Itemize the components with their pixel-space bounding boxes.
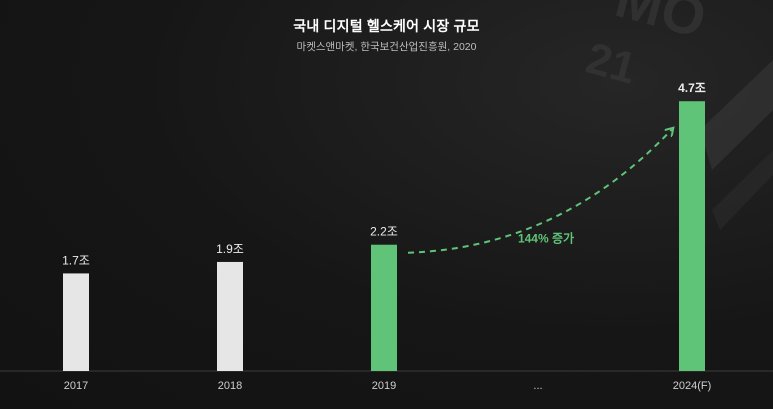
bar-2017	[63, 273, 89, 371]
tick-label-2017: 2017	[64, 380, 88, 392]
tick-label-2024(F): 2024(F)	[673, 380, 712, 392]
growth-annotation-label: 144% 증가	[518, 231, 574, 246]
value-label-2017: 1.7조	[62, 253, 90, 267]
value-label-2018: 1.9조	[216, 242, 244, 256]
chart-title: 국내 디지털 헬스케어 시장 규모	[293, 18, 480, 34]
bar-2019	[371, 244, 397, 371]
value-label-2024(F): 4.7조	[678, 81, 706, 95]
diagonal-stripe-dark	[712, 150, 773, 230]
tick-label-2019: 2019	[372, 380, 396, 392]
chart-subtitle: 마켓스앤마켓, 한국보건산업진흥원, 2020	[296, 41, 477, 53]
tick-label-...: ...	[533, 380, 542, 392]
value-label-2019: 2.2조	[370, 225, 398, 239]
bar-2024(F)	[679, 101, 705, 371]
tick-label-2018: 2018	[218, 380, 242, 392]
diagonal-stripe-light	[700, 60, 773, 170]
bar-2018	[217, 261, 243, 371]
growth-arrow	[407, 129, 672, 254]
